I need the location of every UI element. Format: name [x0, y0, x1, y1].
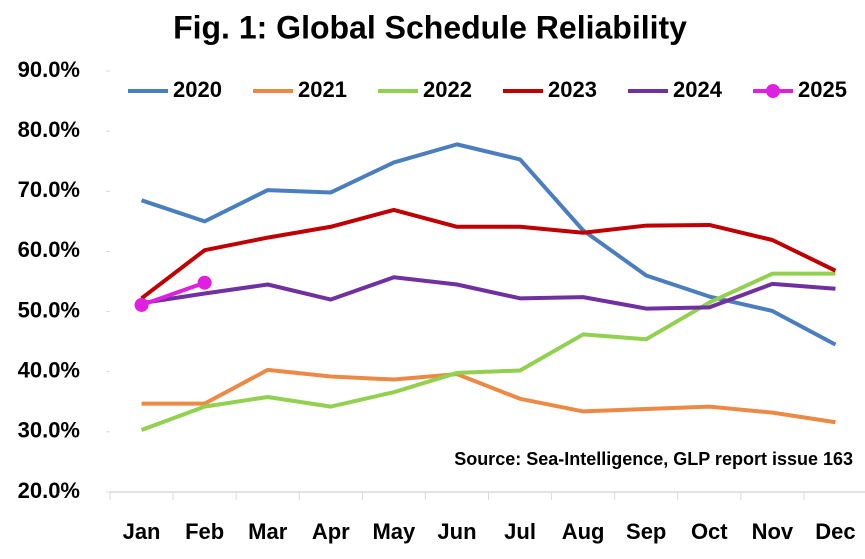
y-tick-label: 90.0%: [18, 57, 80, 82]
x-tick-label: Feb: [185, 519, 224, 544]
x-tick-label: Sep: [626, 519, 666, 544]
y-tick-label: 70.0%: [18, 177, 80, 202]
x-tick-label: Jun: [437, 519, 476, 544]
series-line: [140, 280, 206, 307]
point: [197, 275, 212, 290]
series-line: [141, 367, 836, 425]
y-tick-label: 80.0%: [18, 117, 80, 142]
legend-label: 2023: [548, 77, 597, 102]
y-tick-label: 30.0%: [18, 418, 80, 443]
legend-label: 2025: [798, 77, 847, 102]
y-tick-label: 20.0%: [18, 478, 80, 503]
series-line: [140, 271, 836, 432]
legend-label: 2022: [423, 77, 472, 102]
x-tick-label: Dec: [815, 519, 855, 544]
chart-title: Fig. 1: Global Schedule Reliability: [173, 9, 687, 45]
y-tick-label: 40.0%: [18, 358, 80, 383]
y-tick-label: 50.0%: [18, 297, 80, 322]
point: [134, 297, 149, 312]
series-line: [140, 142, 837, 347]
y-tick-label: 60.0%: [18, 237, 80, 262]
x-tick-label: Jul: [504, 519, 536, 544]
x-tick-label: Mar: [248, 519, 288, 544]
annotation: Source: Sea-Intelligence, GLP report iss…: [454, 449, 853, 469]
x-tick-label: Oct: [691, 519, 728, 544]
legend-label: 2021: [298, 77, 347, 102]
x-tick-label: Aug: [562, 519, 605, 544]
series-line: [140, 207, 837, 300]
x-tick-label: Nov: [752, 519, 794, 544]
legend-label: 2024: [673, 77, 723, 102]
legend-label: 2020: [173, 77, 222, 102]
legend-marker: [766, 84, 780, 98]
series-line: [141, 275, 836, 311]
x-tick-label: Apr: [312, 519, 350, 544]
x-tick-label: May: [372, 519, 416, 544]
x-tick-label: Jan: [123, 519, 161, 544]
